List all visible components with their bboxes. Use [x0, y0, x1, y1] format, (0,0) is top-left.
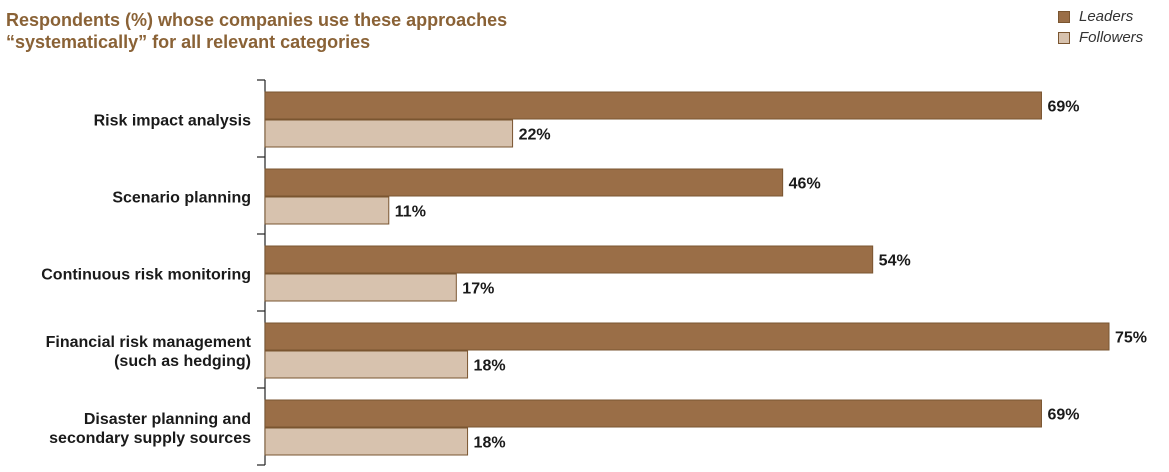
category-label: Continuous risk monitoring	[41, 267, 251, 284]
bar-followers	[264, 196, 390, 225]
value-label-followers: 22%	[519, 127, 551, 144]
bar-leaders	[264, 91, 1042, 120]
legend-swatch-followers	[1058, 31, 1070, 44]
value-label-followers: 11%	[395, 204, 426, 221]
value-label-leaders: 75%	[1115, 330, 1147, 347]
chart-title: Respondents (%) whose companies use thes…	[6, 9, 766, 53]
bar-leaders	[264, 399, 1042, 428]
category-label: Financial risk management	[46, 334, 252, 351]
category-label: secondary supply sources	[49, 430, 251, 447]
legend-swatch-leaders	[1058, 10, 1070, 23]
bar-leaders	[264, 168, 784, 197]
chart-title-line-2: “systematically” for all relevant catego…	[6, 32, 371, 52]
value-label-leaders: 69%	[1047, 407, 1079, 424]
bar-leaders	[264, 245, 874, 274]
category-label: Risk impact analysis	[94, 113, 252, 130]
bar-followers	[264, 273, 457, 302]
bar-leaders	[264, 322, 1110, 351]
value-label-followers: 18%	[474, 358, 506, 375]
value-label-leaders: 46%	[789, 176, 821, 193]
value-label-leaders: 69%	[1047, 99, 1079, 116]
category-label: (such as hedging)	[114, 353, 251, 370]
value-label-followers: 17%	[462, 281, 494, 298]
bar-followers	[264, 119, 514, 148]
chart-title-line-1: Respondents (%) whose companies use thes…	[6, 10, 508, 30]
legend-item-followers: Followers	[1058, 27, 1166, 48]
bar-followers	[264, 427, 469, 456]
legend-label-followers: Followers	[1079, 29, 1144, 46]
legend-label-leaders: Leaders	[1079, 8, 1134, 25]
category-label: Disaster planning and	[84, 411, 251, 428]
legend-item-leaders: Leaders	[1058, 6, 1166, 27]
bar-followers	[264, 350, 469, 379]
legend: Leaders Followers	[1058, 6, 1166, 48]
category-label: Scenario planning	[112, 190, 251, 207]
value-label-followers: 18%	[474, 435, 506, 452]
value-label-leaders: 54%	[879, 253, 911, 270]
